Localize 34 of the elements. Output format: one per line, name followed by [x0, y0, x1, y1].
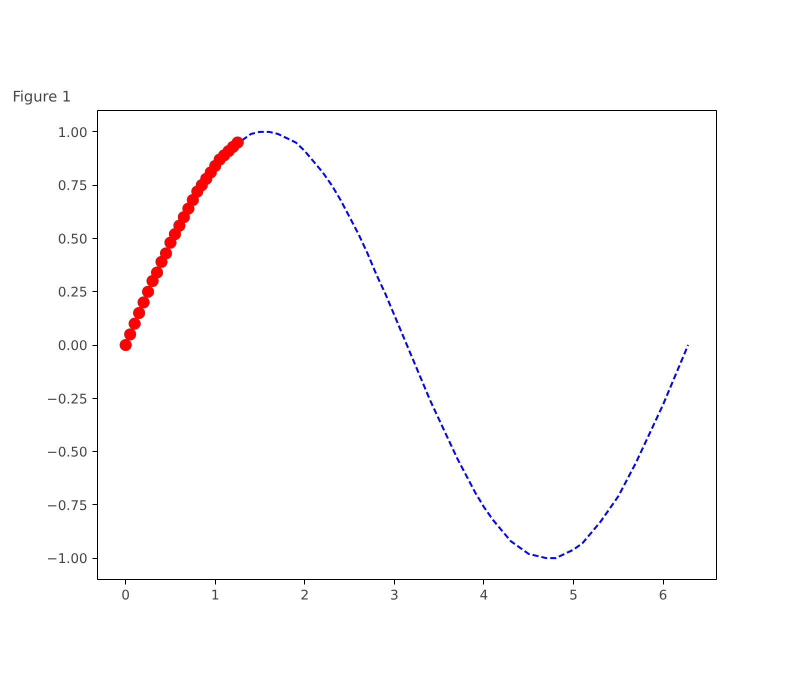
chart-title: Figure 1	[12, 88, 72, 106]
y-tick-label: 1.00	[58, 126, 88, 141]
y-tick-label: −1.00	[46, 552, 88, 568]
y-tick-label: −0.50	[46, 446, 88, 461]
y-tick-label: 0.25	[58, 286, 88, 301]
point	[120, 339, 132, 351]
x-tick-label: 2	[300, 588, 310, 604]
point	[133, 307, 146, 320]
x-tick-label: 1	[210, 588, 220, 604]
y-tick-label: −0.75	[46, 498, 88, 514]
point	[168, 228, 181, 240]
point	[182, 202, 194, 215]
point	[178, 211, 190, 224]
point	[146, 275, 158, 288]
point	[186, 194, 199, 206]
x-tick-label: 0	[121, 588, 130, 604]
point	[150, 266, 163, 279]
point	[128, 318, 141, 330]
y-tick-label: −0.25	[46, 392, 88, 408]
point	[124, 328, 136, 340]
point	[164, 236, 176, 249]
x-tick-label: 4	[480, 588, 488, 604]
y-tick-label: 0.00	[58, 339, 88, 354]
x-tick-label: 5	[569, 588, 578, 604]
y-tick-label: 0.50	[58, 232, 88, 248]
point	[173, 220, 186, 232]
point	[155, 256, 168, 268]
point	[232, 136, 244, 148]
point	[138, 296, 150, 308]
point	[142, 286, 154, 298]
point	[160, 247, 172, 260]
y-tick-label: 0.75	[58, 179, 88, 194]
x-tick-label: 6	[658, 588, 668, 604]
x-tick-label: 3	[390, 588, 399, 604]
